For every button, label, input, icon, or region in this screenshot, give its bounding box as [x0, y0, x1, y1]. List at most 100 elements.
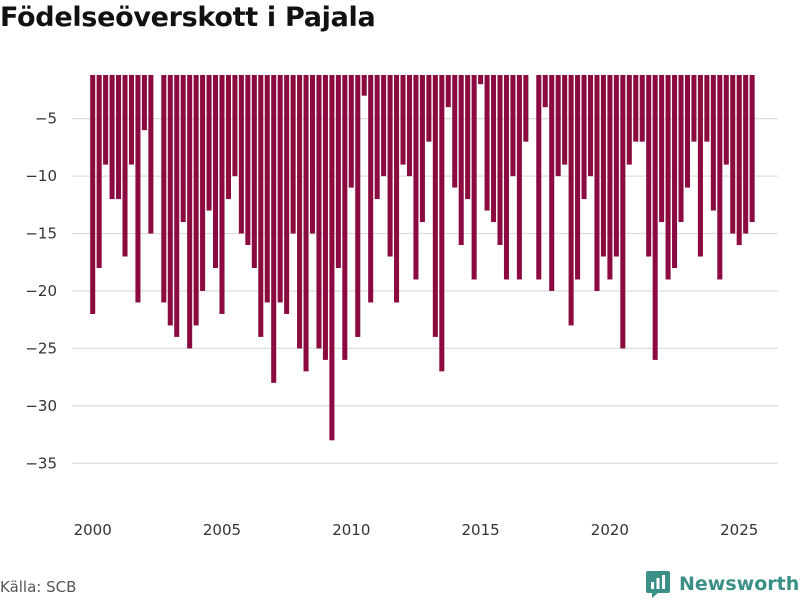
bar [562, 75, 568, 165]
bar [387, 75, 393, 257]
bar [445, 75, 451, 108]
bar [484, 75, 490, 211]
x-tick-label: 2020 [591, 521, 629, 539]
bar [413, 75, 419, 280]
bar [297, 75, 303, 349]
bar [303, 75, 309, 372]
source-label: Källa: SCB [0, 578, 77, 596]
bar [167, 75, 173, 326]
bar [587, 75, 594, 177]
bar [704, 75, 710, 142]
bar [555, 75, 561, 177]
bar [122, 75, 128, 257]
bar [103, 75, 109, 165]
bar [128, 75, 135, 165]
bar [219, 75, 225, 314]
bar [264, 75, 270, 303]
y-tick-label: −5 [35, 110, 57, 128]
x-tick-label: 2015 [462, 521, 500, 539]
bar [439, 75, 445, 372]
bar [594, 75, 600, 291]
x-tick-label: 2005 [203, 521, 241, 539]
bar [743, 75, 749, 234]
bar [678, 75, 684, 223]
bar [626, 75, 632, 165]
bar [213, 75, 219, 268]
bar [633, 75, 639, 142]
bar [646, 75, 652, 257]
bar [697, 75, 703, 257]
bar [271, 75, 277, 383]
bar [309, 75, 316, 234]
bar [749, 75, 755, 223]
bar [516, 75, 522, 280]
x-tick-label: 2025 [720, 521, 758, 539]
newsworthy-logo[interactable]: Newsworthy [645, 569, 800, 599]
bar [329, 75, 335, 441]
bar [523, 75, 529, 142]
bar [251, 75, 257, 268]
bar [542, 75, 548, 108]
bar [135, 75, 141, 303]
chart-title: Födelseöverskott i Pajala [0, 2, 376, 33]
brand-name: Newsworthy [679, 573, 800, 595]
y-tick-label: −20 [25, 282, 57, 300]
bar [465, 75, 471, 200]
bar [284, 75, 290, 314]
bar [406, 75, 413, 177]
bar [659, 75, 665, 223]
bar [348, 75, 354, 188]
bar [335, 75, 341, 268]
bar [549, 75, 555, 291]
bar [684, 75, 691, 188]
bar [691, 75, 697, 142]
x-tick-label: 2000 [74, 521, 112, 539]
bar [478, 75, 484, 85]
bar [290, 75, 296, 234]
y-tick-label: −25 [25, 339, 57, 357]
bar [141, 75, 147, 131]
bar [536, 75, 542, 280]
bar [174, 75, 180, 337]
bar [568, 75, 574, 326]
bar [374, 75, 380, 200]
axis-ticks: −5 −10 −15 −20 −25 −30 −35 2000 2005 2010 2015 2020… [25, 110, 758, 539]
y-tick-label: −30 [25, 397, 57, 415]
bar [368, 75, 374, 303]
bar [355, 75, 361, 337]
y-tick-label: −10 [25, 167, 57, 185]
bar [96, 75, 102, 268]
bar [90, 75, 96, 314]
bar [717, 75, 723, 280]
newsworthy-icon [646, 571, 670, 598]
bar [613, 75, 619, 257]
bar [503, 75, 509, 280]
bar [497, 75, 503, 246]
bar [575, 75, 581, 280]
bar [736, 75, 742, 246]
bar [652, 75, 658, 360]
bar [730, 75, 736, 234]
bar [200, 75, 206, 291]
bar [116, 75, 122, 200]
bar [148, 75, 154, 234]
bar [581, 75, 587, 200]
bar [187, 75, 193, 349]
bar [672, 75, 678, 268]
bar [238, 75, 244, 234]
bar [322, 75, 328, 360]
bar [600, 75, 606, 257]
bar [193, 75, 199, 326]
bar [426, 75, 432, 142]
bar [180, 75, 186, 223]
bar [639, 75, 645, 142]
bar [232, 75, 238, 177]
bar [258, 75, 264, 337]
bar [665, 75, 671, 280]
bar [723, 75, 729, 165]
bar [225, 75, 231, 200]
bar [710, 75, 716, 211]
bar [109, 75, 115, 200]
bar [491, 75, 497, 223]
